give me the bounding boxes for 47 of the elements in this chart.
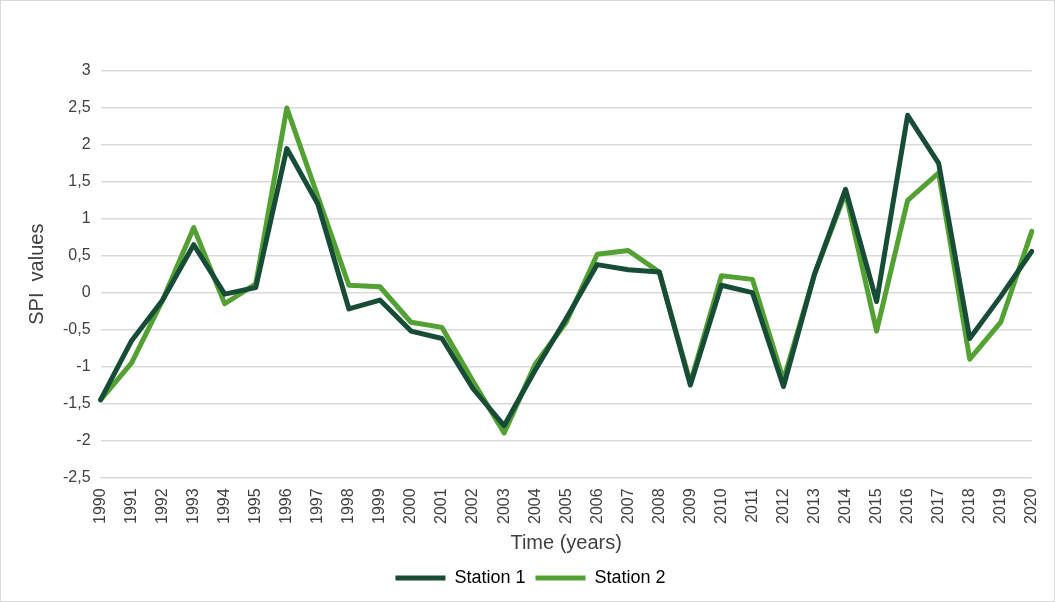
x-tick-label: 2008 [649,488,667,524]
x-tick-label: 2002 [463,488,481,524]
x-tick-label: 2013 [804,488,822,524]
x-tick-label: 2011 [742,488,760,523]
x-tick-label: 2000 [401,488,419,524]
y-tick-label: 2 [81,135,91,153]
y-tick-label: -2,5 [62,467,91,485]
x-tick-label: 1996 [277,488,295,524]
x-tick-label: 1992 [153,488,171,524]
x-tick-label: 2009 [680,488,698,524]
y-tick-label: 0,5 [68,246,91,264]
y-tick-label: -0,5 [62,320,91,338]
x-tick-label: 1993 [184,488,202,524]
x-tick-label: 1998 [339,488,357,524]
x-tick-label: 1994 [215,488,233,524]
x-tick-label: 2007 [618,488,636,524]
x-tick-label: 2001 [432,488,450,524]
y-tick-label: 1 [81,209,91,227]
x-tick-label: 1995 [246,488,264,524]
x-tick-label: 2019 [991,488,1009,524]
y-tick-label: 0 [81,283,91,301]
x-tick-label: 2018 [960,488,978,524]
y-tick-label: -2 [76,430,91,448]
y-tick-label: 3 [81,61,91,79]
x-tick-label: 1999 [370,488,388,524]
x-tick-label: 1991 [122,488,140,524]
x-tick-label: 2017 [929,488,947,524]
legend-label: Station 2 [594,566,666,587]
x-tick-label: 2004 [525,488,543,524]
legend-label: Station 1 [454,566,526,587]
y-axis-title: SPI values [24,223,47,325]
x-tick-label: 2010 [711,488,729,524]
x-tick-label: 2016 [898,488,916,524]
x-tick-label: 1997 [308,488,326,524]
y-tick-label: -1 [76,356,91,374]
x-tick-label: 2012 [773,488,791,524]
y-tick-label: -1,5 [62,393,91,411]
y-tick-label: 2,5 [68,98,91,116]
x-tick-label: 2014 [835,488,853,524]
x-tick-label: 1990 [90,488,108,524]
x-tick-label: 2005 [556,488,574,524]
x-tick-label: 2006 [587,488,605,524]
y-tick-label: 1,5 [68,172,91,190]
x-axis-title: Time (years) [510,530,622,553]
x-tick-label: 2003 [494,488,512,524]
x-tick-label: 2020 [1022,488,1040,524]
x-tick-label: 2015 [867,488,884,524]
